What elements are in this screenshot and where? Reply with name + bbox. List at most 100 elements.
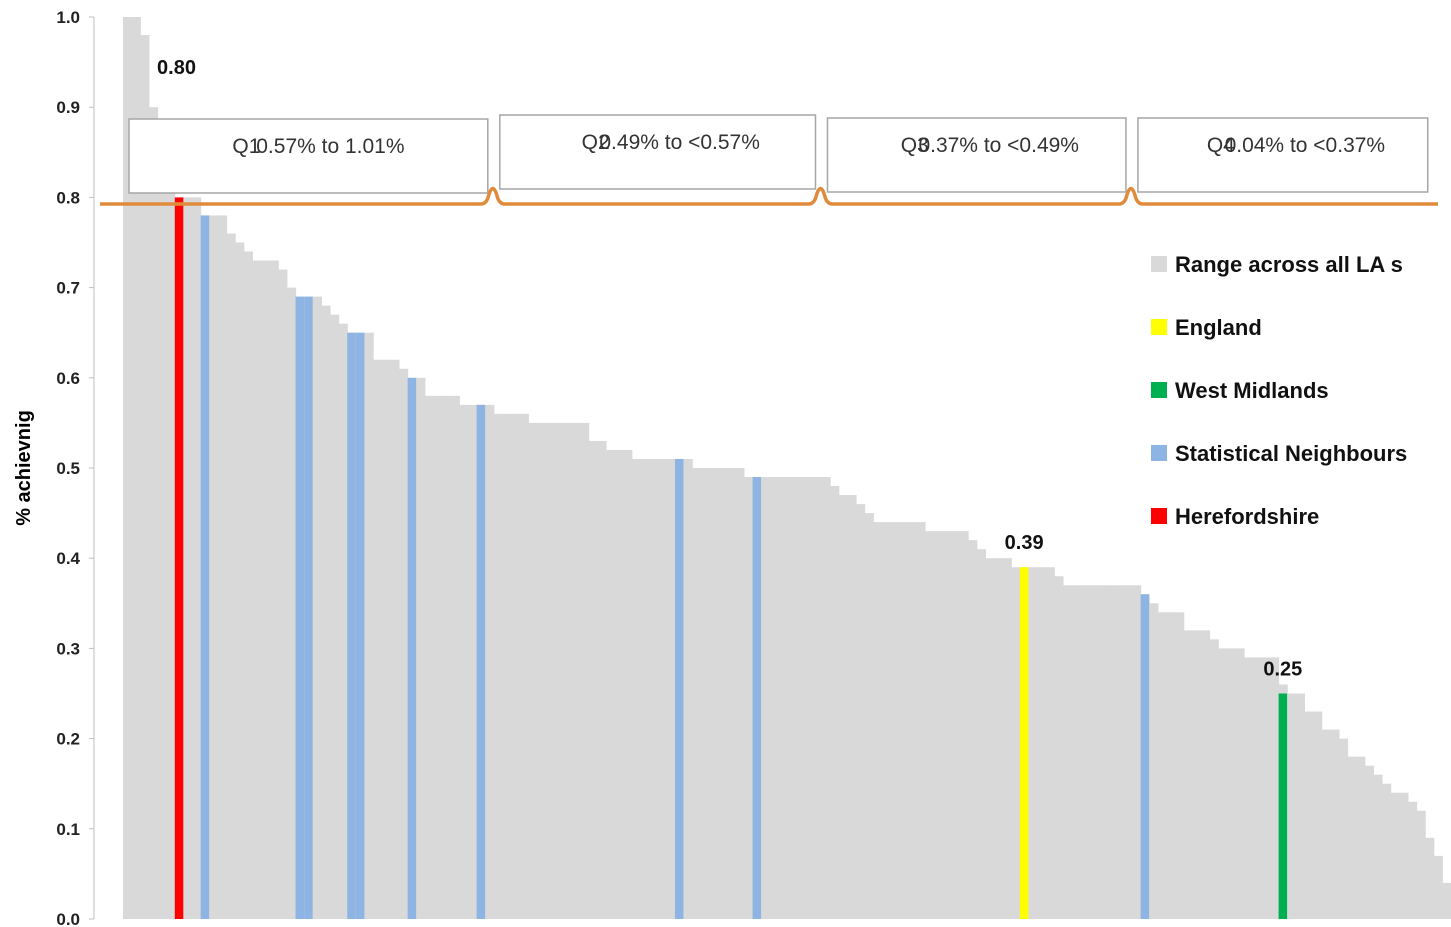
highlight-bar-herefordshire-0 [174,197,184,919]
bar-76 [778,477,788,919]
bar-14 [243,251,253,919]
bar-57 [614,449,624,919]
y-tick-label-7: 0.7 [56,279,80,298]
bar-85 [855,504,866,919]
bar-153 [1442,882,1451,919]
bar-108 [1054,576,1064,919]
bar-126 [1209,639,1219,919]
bar-58 [623,449,633,919]
bar-43 [493,413,504,919]
bar-89 [890,522,900,919]
bar-151 [1425,837,1435,919]
bar-61 [649,458,659,919]
bar-124 [1192,630,1202,919]
highlight-bar-statistical_neighbours-8 [674,458,684,919]
quartile-id-q1: Q1 [232,135,260,158]
bar-24 [329,314,340,919]
bar-68 [709,468,719,919]
bar-84 [847,495,857,919]
bar-130 [1244,657,1254,919]
highlight-bar-statistical_neighbours-4 [347,332,356,919]
bar-80 [812,477,823,919]
bar-146 [1382,783,1392,919]
bar-122 [1175,612,1185,919]
legend-swatch-herefordshire [1151,508,1167,524]
bar-97 [959,531,969,919]
highlight-bar-layer [174,197,1288,919]
bar-53 [580,422,590,919]
highlight-bar-statistical_neighbours-11 [1140,594,1150,919]
bar-138 [1313,711,1323,919]
bar-143 [1356,756,1366,919]
y-tick-label-2: 0.2 [56,730,80,749]
bar-29 [373,359,383,919]
legend-swatch-statistical-neighbours [1151,445,1167,461]
data-label-england: 0.39 [1005,532,1044,554]
bar-91 [907,522,917,919]
bar-10 [209,215,219,919]
bar-87 [873,522,883,919]
y-tick-label-6: 0.6 [56,369,80,388]
legend-label-west-midlands: West Midlands [1175,378,1329,403]
bar-81 [821,477,831,919]
bar-116 [1123,585,1133,919]
bar-128 [1226,648,1237,919]
highlight-bar-england-10 [1019,567,1029,919]
y-tick-label-4: 0.4 [56,549,80,568]
bar-67 [700,468,710,919]
bar-127 [1218,648,1228,919]
bar-141 [1338,738,1349,919]
bar-145 [1373,774,1383,919]
quartile-id-q4: Q4 [1207,134,1235,157]
quartile-box-q1 [128,118,489,194]
bar-60 [640,458,650,919]
highlight-bar-statistical_neighbours-6 [407,377,417,919]
bar-139 [1321,729,1331,919]
bar-149 [1407,801,1418,919]
y-tick-label-1: 0.1 [56,820,80,839]
quartile-box-q3 [826,117,1127,193]
bar-121 [1166,612,1176,919]
quartile-id-q2: Q2 [582,131,610,154]
bar-0 [123,17,133,919]
bar-45 [511,413,521,919]
bar-83 [838,495,848,919]
bar-75 [769,477,779,919]
bar-147 [1390,792,1400,919]
bar-144 [1364,765,1374,919]
quartile-layer: Q10.57% to 1.01% Q20.49% to <0.57% Q30.37%… [100,114,1438,206]
bar-74 [761,477,771,919]
legend-swatch-range [1151,256,1167,272]
bar-148 [1399,792,1409,919]
bar-70 [726,468,736,919]
legend-label-herefordshire: Herefordshire [1175,504,1319,529]
y-tick-label-0: 0.0 [56,910,80,927]
bar-62 [657,458,667,919]
bar-133 [1269,657,1280,919]
bar-105 [1028,567,1038,919]
bar-44 [502,413,512,919]
bar-23 [321,305,331,919]
bar-18 [278,269,288,919]
highlight-bar-statistical_neighbours-2 [295,296,305,919]
legend-swatch-england [1151,319,1167,335]
bar-99 [976,549,986,919]
bar-30 [381,359,391,919]
bar-56 [605,449,616,919]
bar-131 [1252,657,1262,919]
bar-120 [1157,612,1168,919]
y-tick-label-10: 1.0 [56,8,80,27]
bar-93 [924,531,935,919]
bar-37 [442,395,452,920]
bar-152 [1433,855,1443,919]
bar-102 [1002,558,1012,919]
bar-22 [312,296,322,919]
bar-111 [1080,585,1090,919]
bar-135 [1287,693,1297,919]
y-tick-label-8: 0.8 [56,188,80,207]
bar-71 [735,468,745,919]
bar-90 [899,522,909,919]
bar-19 [286,287,297,920]
bar-142 [1347,756,1357,919]
